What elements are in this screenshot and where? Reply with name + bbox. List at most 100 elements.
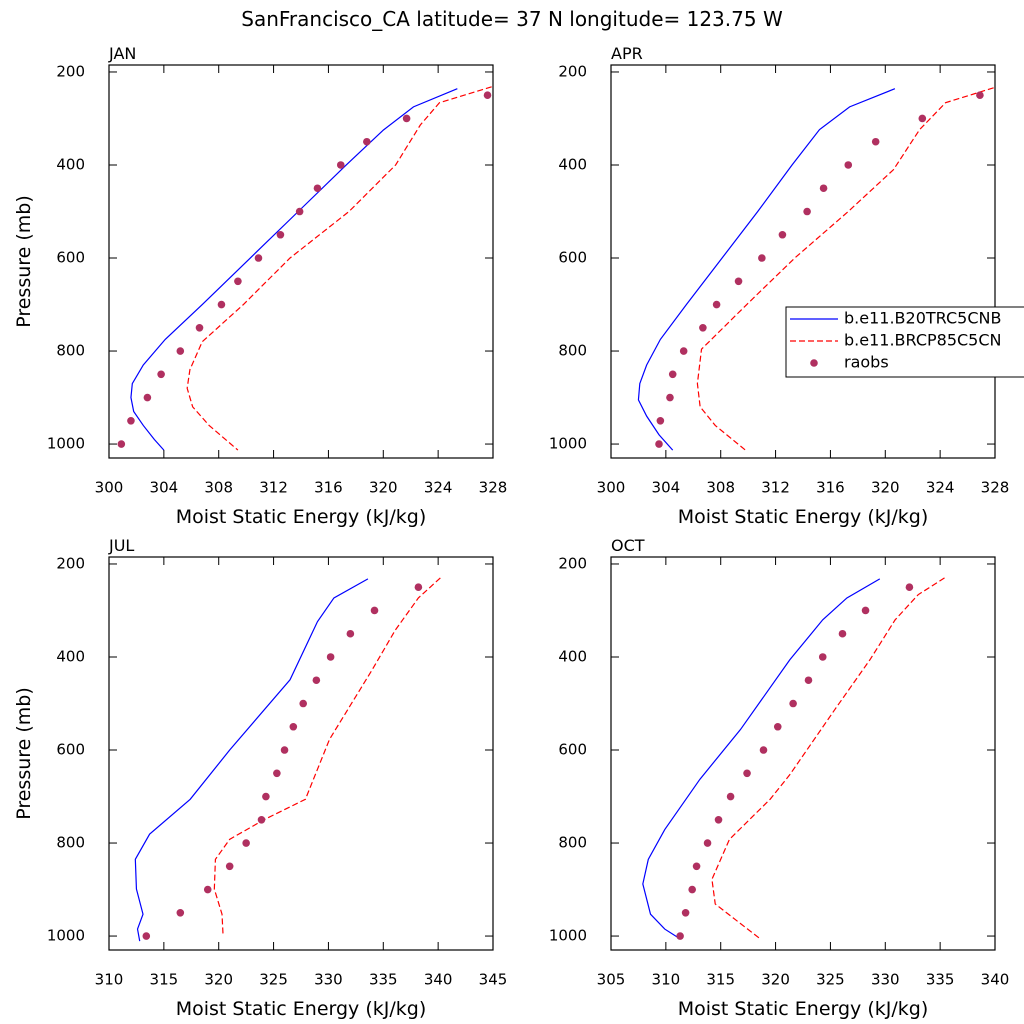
x-tick-label: 345	[479, 971, 508, 989]
y-tick-label: 600	[558, 249, 587, 267]
y-tick-label: 600	[558, 741, 587, 759]
y-tick-label: 600	[56, 741, 85, 759]
raob-marker	[127, 416, 135, 425]
raob-marker	[773, 722, 782, 731]
panel-title: JUL	[108, 536, 134, 555]
profile-line	[696, 87, 994, 451]
raob-marker	[976, 91, 984, 100]
x-tick-label: 304	[652, 479, 681, 497]
raob-marker	[312, 676, 321, 685]
raob-marker	[679, 347, 688, 355]
profile-line	[637, 88, 896, 451]
x-tick-label: 325	[816, 971, 845, 989]
x-tick-label: 320	[871, 479, 900, 497]
raob-marker	[326, 653, 335, 661]
raob-marker	[819, 184, 828, 193]
raob-marker	[803, 207, 811, 216]
y-tick-label: 800	[56, 342, 85, 360]
raob-marker	[273, 769, 281, 778]
raob-marker	[313, 184, 322, 193]
raob-marker	[758, 254, 766, 262]
x-tick-label: 315	[706, 971, 735, 989]
y-tick-label: 800	[56, 834, 85, 852]
x-tick-label: 300	[95, 479, 124, 497]
x-tick-label: 320	[204, 971, 233, 989]
legend: b.e11.B20TRC5CNB b.e11.BRCP85C5CN raobs	[785, 306, 1024, 378]
panel: 310 315 320 325 330 335 340 345 200 400 600 800 1000…	[13, 536, 507, 1020]
raob-marker	[157, 370, 165, 379]
raob-marker	[861, 606, 870, 615]
y-tick-label: 200	[558, 62, 587, 80]
panel: 305 310 315 320 325 330 335 340 200 400 600 800 1000…	[549, 536, 1010, 1020]
legend-marker	[810, 359, 818, 367]
x-axis-label: Moist Static Energy (kJ/kg)	[678, 998, 929, 1020]
x-tick-label: 328	[981, 479, 1010, 497]
y-tick-label: 1000	[549, 927, 587, 945]
raob-marker	[844, 161, 853, 169]
x-tick-label: 340	[424, 971, 453, 989]
y-tick-label: 800	[558, 834, 587, 852]
x-tick-label: 315	[150, 971, 179, 989]
panel: 300 304 308 312 316 320 324 328 200 400 600 800 1000…	[13, 44, 507, 528]
y-tick-label: 800	[558, 342, 587, 360]
panel-title: OCT	[611, 536, 645, 555]
plot-frame	[610, 556, 996, 951]
raob-marker	[676, 932, 684, 940]
x-tick-label: 335	[926, 971, 955, 989]
x-axis-label: Moist Static Energy (kJ/kg)	[678, 506, 929, 528]
raob-marker	[262, 792, 270, 801]
y-tick-label: 200	[56, 62, 85, 80]
x-tick-label: 308	[204, 479, 233, 497]
x-tick-label: 300	[597, 479, 626, 497]
raob-marker	[299, 699, 307, 708]
raob-marker	[257, 815, 266, 824]
x-tick-label: 316	[816, 479, 845, 497]
y-tick-label: 1000	[47, 435, 85, 453]
raob-marker	[699, 323, 707, 332]
raob-marker	[838, 629, 847, 638]
x-axis-label: Moist Static Energy (kJ/kg)	[176, 506, 427, 528]
y-axis-label: Pressure (mb)	[13, 195, 35, 328]
panel-title: JAN	[108, 44, 136, 63]
raob-marker	[289, 722, 298, 731]
raob-marker	[295, 207, 304, 216]
raob-marker	[666, 393, 674, 402]
raob-marker	[905, 583, 914, 592]
raob-marker	[734, 277, 743, 286]
x-tick-label: 320	[761, 971, 790, 989]
legend-label: b.e11.B20TRC5CNB	[844, 309, 1001, 328]
profile-line	[186, 86, 492, 451]
x-tick-label: 304	[150, 479, 179, 497]
raob-marker	[143, 393, 152, 402]
y-tick-label: 600	[56, 249, 85, 267]
y-tick-label: 400	[56, 647, 85, 665]
x-axis-label: Moist Static Energy (kJ/kg)	[176, 998, 427, 1020]
y-tick-label: 200	[56, 554, 85, 572]
x-tick-label: 310	[652, 971, 681, 989]
raob-marker	[195, 323, 204, 332]
panel: 300 304 308 312 316 320 324 328 200 400 600 800 1000…	[549, 44, 1024, 528]
x-tick-label: 324	[926, 479, 955, 497]
x-tick-label: 330	[314, 971, 343, 989]
y-tick-label: 400	[56, 155, 85, 173]
profile-line	[130, 88, 458, 451]
raob-marker	[712, 300, 721, 309]
y-tick-label: 400	[558, 647, 587, 665]
raob-marker	[242, 839, 250, 847]
x-tick-label: 340	[981, 971, 1010, 989]
x-tick-label: 310	[95, 971, 124, 989]
raob-marker	[276, 230, 285, 239]
x-tick-label: 308	[706, 479, 735, 497]
raob-marker	[254, 254, 263, 262]
plot-frame	[610, 64, 996, 459]
x-tick-label: 316	[314, 479, 343, 497]
x-tick-label: 335	[369, 971, 398, 989]
x-tick-label: 312	[761, 479, 790, 497]
y-tick-label: 200	[558, 554, 587, 572]
x-tick-label: 325	[259, 971, 288, 989]
y-axis-label: Pressure (mb)	[13, 687, 35, 820]
panel-title: APR	[611, 44, 643, 63]
raob-marker	[280, 746, 289, 754]
profile-line	[711, 577, 945, 940]
